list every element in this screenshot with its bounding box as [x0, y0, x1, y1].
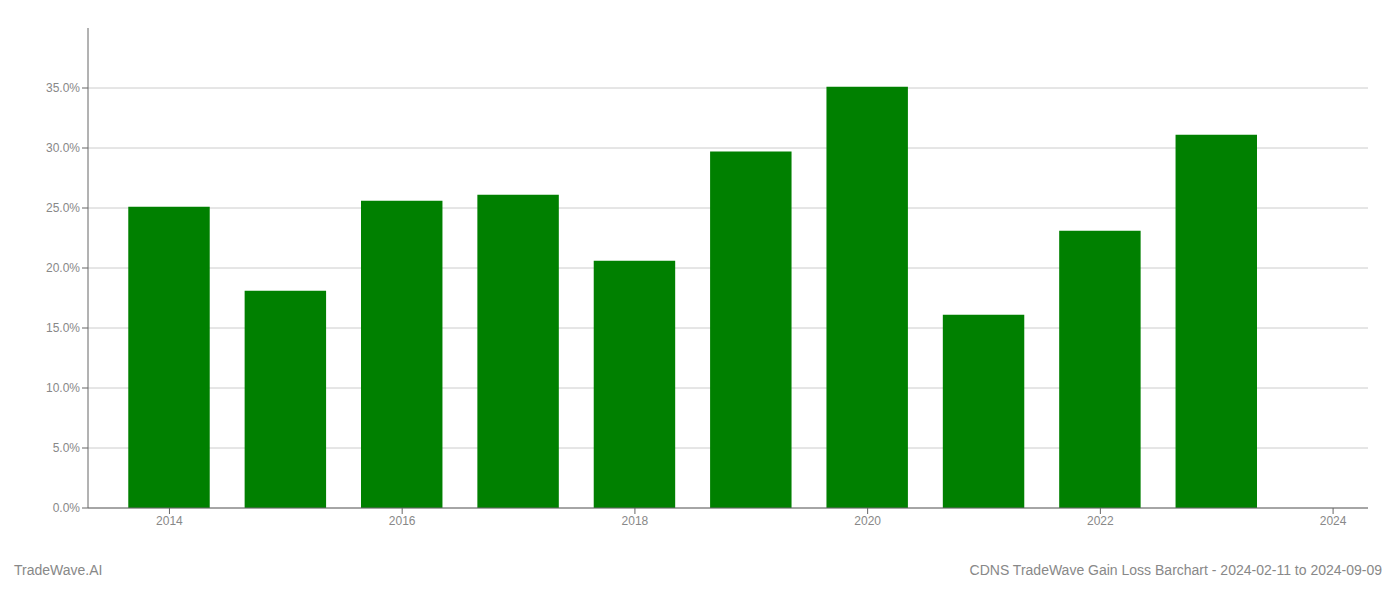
svg-text:2024: 2024: [1320, 514, 1347, 528]
svg-text:25.0%: 25.0%: [46, 201, 80, 215]
svg-text:20.0%: 20.0%: [46, 261, 80, 275]
svg-text:5.0%: 5.0%: [53, 441, 81, 455]
svg-text:2014: 2014: [156, 514, 183, 528]
svg-text:2020: 2020: [854, 514, 881, 528]
svg-text:10.0%: 10.0%: [46, 381, 80, 395]
svg-text:2022: 2022: [1087, 514, 1114, 528]
svg-text:0.0%: 0.0%: [53, 501, 81, 515]
svg-text:15.0%: 15.0%: [46, 321, 80, 335]
svg-text:2016: 2016: [389, 514, 416, 528]
svg-text:2018: 2018: [622, 514, 649, 528]
html-text:TradeWave.AI: TradeWave.AI: [14, 562, 103, 578]
svg-text:30.0%: 30.0%: [46, 141, 80, 155]
svg-text:35.0%: 35.0%: [46, 81, 80, 95]
html-text:CDNS TradeWave Gain Loss Barch: CDNS TradeWave Gain Loss Barchart - 2024…: [969, 562, 1382, 578]
